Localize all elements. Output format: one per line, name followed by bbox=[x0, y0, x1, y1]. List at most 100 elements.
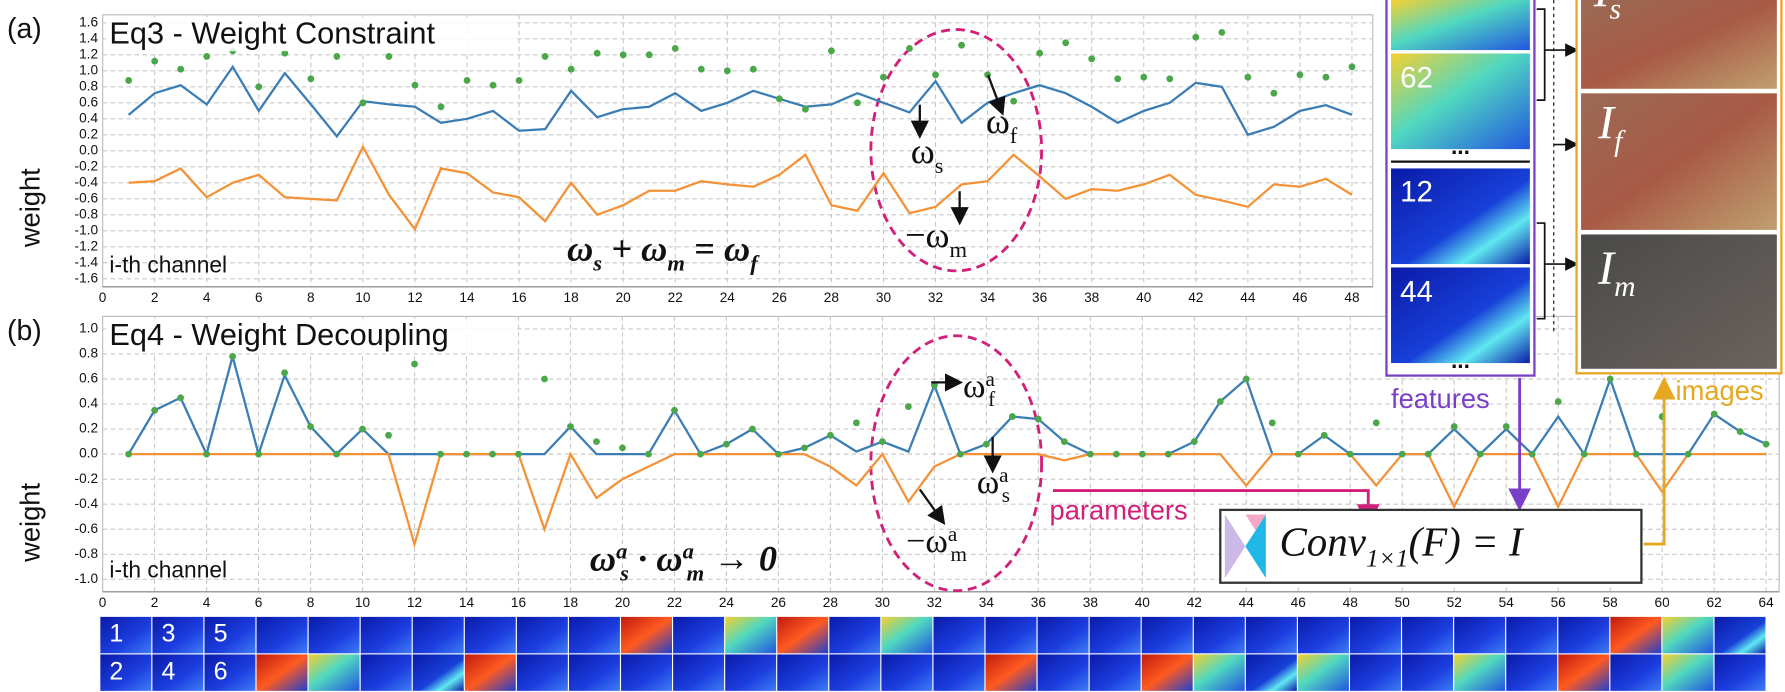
x-tick-label: 40 bbox=[1135, 595, 1151, 610]
channel-tile bbox=[777, 654, 828, 690]
dot bbox=[1087, 451, 1094, 458]
channel-tile bbox=[881, 617, 932, 653]
annotation: ωaf bbox=[963, 367, 996, 411]
x-tick-label: 10 bbox=[355, 595, 371, 610]
x-tick-label: 36 bbox=[1031, 595, 1046, 610]
channel-tile bbox=[1090, 654, 1141, 690]
x-tick-label: 36 bbox=[1032, 290, 1047, 305]
dot bbox=[853, 419, 860, 426]
dot bbox=[593, 438, 600, 445]
y-tick-label: -1.6 bbox=[75, 270, 99, 285]
dot bbox=[1036, 50, 1043, 57]
channel-tile bbox=[777, 617, 828, 653]
channel-tile bbox=[1506, 654, 1557, 690]
channel-number: 3 bbox=[162, 620, 176, 648]
annotation-part: ω bbox=[911, 131, 935, 171]
y-tick-label: 0.4 bbox=[79, 110, 98, 125]
x-tick-label: 14 bbox=[459, 595, 475, 610]
dot bbox=[983, 441, 990, 448]
x-tick-label: 46 bbox=[1291, 595, 1306, 610]
channel-tile bbox=[413, 617, 464, 653]
y-axis-label: weight bbox=[14, 168, 45, 248]
dot bbox=[177, 66, 184, 73]
dot bbox=[620, 51, 627, 58]
y-tick-label: -0.8 bbox=[75, 546, 99, 561]
dot bbox=[1218, 29, 1225, 36]
dot bbox=[879, 438, 886, 445]
dot bbox=[749, 426, 756, 433]
annotation-part: ω bbox=[963, 368, 985, 405]
channel-tile bbox=[517, 654, 568, 690]
features-label: features bbox=[1391, 383, 1490, 414]
x-tick-label: 32 bbox=[928, 290, 943, 305]
dot bbox=[385, 432, 392, 439]
dot bbox=[1451, 423, 1458, 430]
x-tick-label: 54 bbox=[1499, 595, 1515, 610]
channel-tile bbox=[1142, 654, 1193, 690]
channel-tile bbox=[933, 617, 984, 653]
dot bbox=[1010, 98, 1017, 105]
x-tick-label: 18 bbox=[563, 595, 578, 610]
channel-tile bbox=[1090, 617, 1141, 653]
dot bbox=[151, 58, 158, 65]
y-tick-label: -0.2 bbox=[75, 158, 99, 173]
dot bbox=[880, 74, 887, 81]
dot bbox=[333, 53, 340, 60]
dot bbox=[1009, 413, 1016, 420]
dot bbox=[671, 407, 678, 414]
dot bbox=[723, 441, 730, 448]
channel-tile bbox=[1454, 617, 1505, 653]
annotation-part: −ω bbox=[905, 215, 950, 255]
channel-tile bbox=[986, 617, 1037, 653]
dot bbox=[1297, 71, 1304, 78]
annotation-part: s bbox=[592, 250, 602, 275]
channel-tile bbox=[725, 617, 776, 653]
annotation: ωas bbox=[977, 463, 1010, 507]
channel-tile bbox=[1558, 654, 1609, 690]
images-label: images bbox=[1676, 375, 1764, 406]
channel-tile bbox=[1402, 617, 1453, 653]
x-tick-label: 32 bbox=[927, 595, 942, 610]
annotation-part: f bbox=[1010, 123, 1018, 148]
y-tick-label: -1.0 bbox=[75, 222, 99, 237]
channel-tile bbox=[152, 617, 203, 653]
x-tick-label: 26 bbox=[772, 290, 787, 305]
channel-tile bbox=[881, 654, 932, 690]
channel-tile bbox=[257, 617, 308, 653]
dot bbox=[516, 77, 523, 84]
dot bbox=[1295, 451, 1302, 458]
dot bbox=[1165, 451, 1172, 458]
y-tick-label: -0.4 bbox=[75, 496, 99, 511]
channel-tile bbox=[1662, 617, 1713, 653]
annotation-part: ω bbox=[986, 102, 1010, 142]
y-tick-label: 0.0 bbox=[79, 142, 98, 157]
dot bbox=[906, 45, 913, 52]
dot bbox=[177, 394, 184, 401]
dot bbox=[438, 103, 445, 110]
x-tick-label: 4 bbox=[203, 595, 211, 610]
channel-tile bbox=[309, 617, 360, 653]
annotation-part: ω bbox=[977, 464, 999, 501]
y-tick-label: 0.8 bbox=[79, 78, 98, 93]
dot bbox=[1217, 398, 1224, 405]
y-tick-label: -0.6 bbox=[75, 521, 99, 536]
dot bbox=[489, 451, 496, 458]
dot bbox=[1711, 411, 1718, 418]
dot bbox=[1243, 376, 1250, 383]
dot bbox=[1529, 451, 1536, 458]
channel-tile bbox=[1715, 617, 1766, 653]
dot bbox=[594, 50, 601, 57]
dot bbox=[646, 51, 653, 58]
dot bbox=[827, 432, 834, 439]
channel-tile bbox=[1350, 617, 1401, 653]
x-tick-label: 22 bbox=[668, 290, 683, 305]
dot bbox=[802, 106, 809, 113]
dot bbox=[281, 369, 288, 376]
x-tick-label: 10 bbox=[355, 290, 371, 305]
dot bbox=[437, 451, 444, 458]
dot bbox=[1349, 63, 1356, 70]
dot bbox=[490, 82, 497, 89]
dot bbox=[359, 99, 366, 106]
dot bbox=[463, 451, 470, 458]
